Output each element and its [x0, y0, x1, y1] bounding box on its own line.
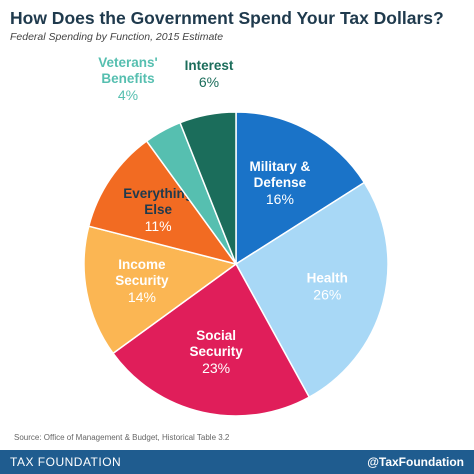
slice-name-line: Everything: [123, 186, 193, 201]
pie-slice-health: [235, 181, 389, 399]
slice-name-line: Veterans': [98, 55, 158, 70]
slice-name-line: Interest: [185, 58, 234, 73]
chart-subtitle: Federal Spending by Function, 2015 Estim…: [10, 31, 224, 43]
footer-brand: TAX FOUNDATION: [10, 455, 122, 469]
footer-handle: @TaxFoundation: [367, 455, 464, 469]
pie-slice-everything-else: [87, 139, 238, 266]
slice-percent: 16%: [266, 191, 294, 207]
source-note: Source: Office of Management & Budget, H…: [14, 433, 230, 442]
pie-slice-social-security: [111, 262, 311, 417]
slice-name-line: Military &: [250, 159, 311, 174]
footer-bar: TAX FOUNDATION @TaxFoundation: [0, 450, 474, 474]
slice-name-line: Health: [307, 270, 348, 285]
slice-name-line: Security: [189, 344, 243, 359]
slice-percent: 23%: [202, 360, 230, 376]
slice-percent: 4%: [118, 87, 138, 103]
pie-slice-income-security: [83, 225, 238, 355]
slice-name-line: Income: [118, 257, 166, 272]
slice-name-line: Security: [115, 273, 169, 288]
slice-percent: 11%: [145, 218, 172, 234]
slice-percent: 14%: [128, 289, 156, 305]
chart-title: How Does the Government Spend Your Tax D…: [10, 8, 444, 28]
slice-name-line: Else: [144, 202, 172, 217]
pie-slice-interest: [179, 111, 237, 265]
slice-name-line: Defense: [254, 175, 307, 190]
slice-name-line: Social: [196, 328, 236, 343]
slice-percent: 6%: [199, 74, 219, 90]
pie-slice-military-defense: [235, 111, 366, 266]
slice-name-line: Benefits: [101, 71, 154, 86]
slice-percent: 26%: [313, 286, 341, 302]
